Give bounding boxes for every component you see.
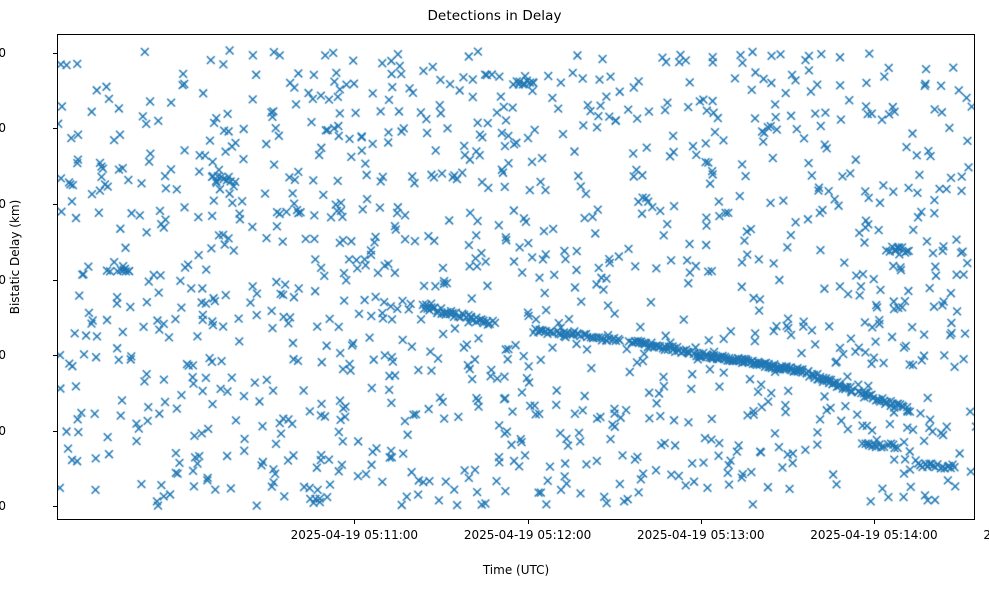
y-tick-label: 50 [0,121,6,136]
y-tick-mark [53,355,57,357]
y-axis-label: Bistatic Delay (km) [8,199,22,315]
x-tick-mark [354,520,356,524]
y-tick-label: 30 [0,272,6,287]
y-tick-mark [53,128,57,130]
x-tick-label: 2025-04-19 05:11:00 [290,528,419,542]
y-tick-mark [53,52,57,54]
x-tick-label: 2025-04-19 05:13:00 [637,528,765,542]
x-tick-mark [873,520,875,524]
plot-axes [57,34,975,520]
y-tick-mark [53,204,57,206]
y-tick-label: 10 [0,423,6,438]
y-tick-label: 0 [0,499,6,514]
y-tick-label: 60 [0,45,6,60]
y-tick-mark [53,430,57,432]
x-tick-label: 2025-04-19 05:15:00 [983,528,989,542]
y-tick-label: 20 [0,348,6,363]
x-tick-mark [527,520,529,524]
scatter-plot-canvas [58,35,974,519]
y-tick-label: 40 [0,197,6,212]
y-tick-mark [53,506,57,508]
x-tick-label: 2025-04-19 05:14:00 [810,528,938,542]
chart-title: Detections in Delay [427,8,562,24]
y-tick-mark [53,279,57,281]
x-axis-label: Time (UTC) [482,563,550,577]
x-tick-label: 2025-04-19 05:12:00 [463,528,592,542]
x-tick-mark [700,520,702,524]
